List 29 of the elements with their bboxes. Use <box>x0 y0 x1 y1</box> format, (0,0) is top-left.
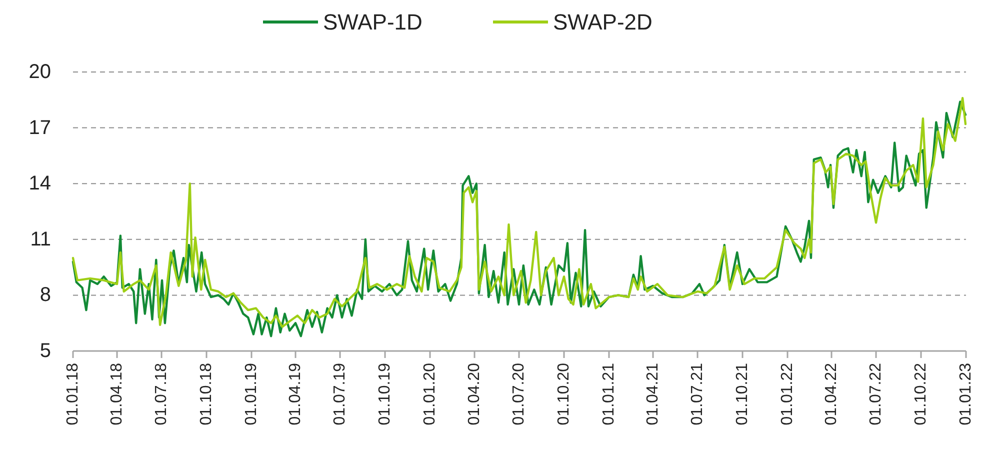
x-tick-label: 01.01.20 <box>422 362 439 426</box>
x-tick-label: 01.10.20 <box>556 362 573 426</box>
x-tick-label: 01.10.18 <box>198 362 216 426</box>
x-tick-label: 01.01.23 <box>958 362 974 426</box>
x-tick-label: 01.07.22 <box>868 362 885 426</box>
x-tick-label: 01.07.18 <box>153 362 170 426</box>
x-tick-label: 01.01.21 <box>600 362 618 426</box>
x-tick-label: 01.04.19 <box>287 362 304 426</box>
x-tick-label: 01.07.21 <box>689 362 706 426</box>
x-tick-label: 01.04.21 <box>644 362 662 426</box>
x-tick-label: 01.01.22 <box>779 362 796 426</box>
y-tick-label: 5 <box>40 340 51 362</box>
y-tick-label: 20 <box>28 61 51 83</box>
x-tick-label: 01.04.20 <box>466 362 484 426</box>
y-tick-label: 14 <box>28 172 51 195</box>
x-tick-label: 01.07.20 <box>510 362 528 426</box>
x-tick-label: 01.04.18 <box>108 362 126 426</box>
x-tick-label: 01.10.19 <box>376 362 394 426</box>
x-tick-label: 01.04.22 <box>823 362 840 426</box>
x-tick-label: 01.01.18 <box>64 362 82 426</box>
x-tick-label: 01.10.21 <box>734 362 752 426</box>
x-tick-label: 01.07.19 <box>332 362 349 426</box>
y-tick-label: 11 <box>30 228 51 250</box>
legend-label: SWAP-1D <box>323 10 422 34</box>
legend-label: SWAP-2D <box>553 10 652 34</box>
y-tick-label: 17 <box>28 116 51 139</box>
x-tick-label: 01.10.22 <box>912 362 930 426</box>
x-tick-label: 01.01.19 <box>243 362 260 426</box>
y-tick-label: 8 <box>40 284 51 306</box>
